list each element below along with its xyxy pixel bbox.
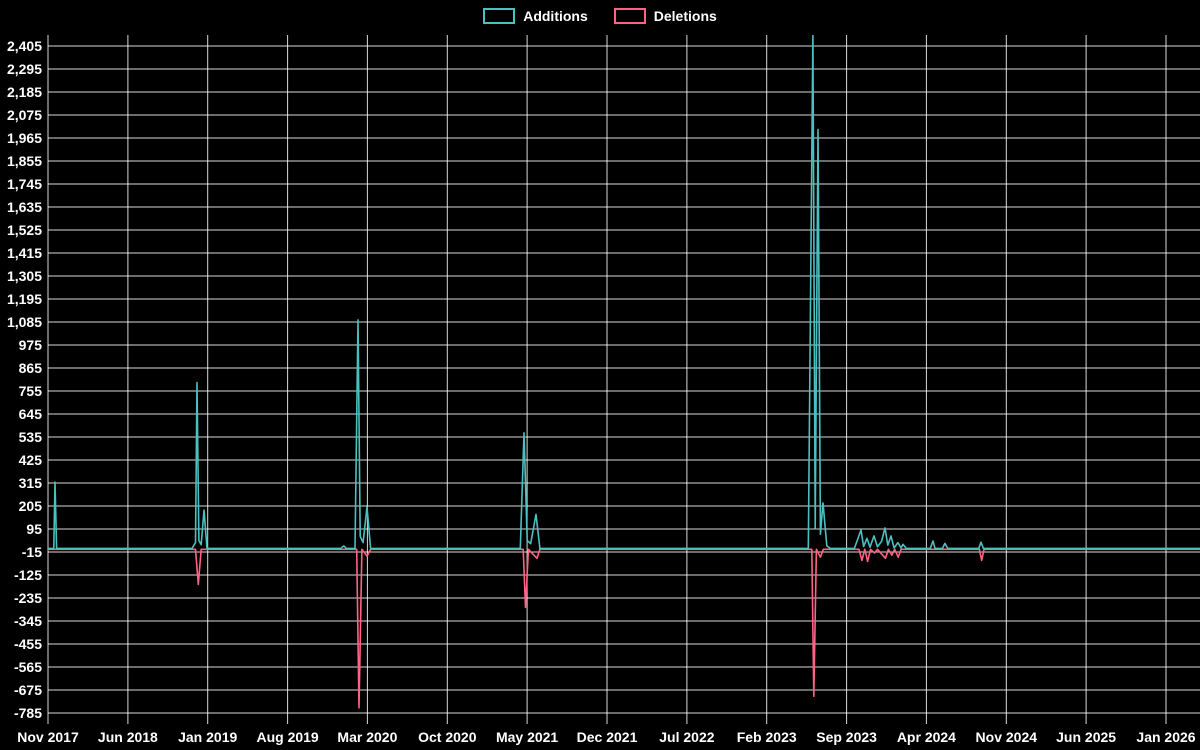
y-tick-label: 1,195 (7, 291, 42, 307)
y-tick-label: -15 (22, 544, 42, 560)
y-tick-label: -675 (14, 682, 42, 698)
y-tick-label: 1,855 (7, 153, 42, 169)
y-tick-label: -345 (14, 613, 42, 629)
y-tick-label: 2,185 (7, 84, 42, 100)
x-tick-label: Nov 2024 (976, 729, 1038, 745)
legend-label-deletions: Deletions (653, 8, 717, 24)
y-tick-label: -125 (14, 567, 42, 583)
additions-swatch-icon (483, 8, 516, 24)
y-tick-label: -785 (14, 705, 42, 721)
x-tick-label: Oct 2020 (418, 729, 477, 745)
y-tick-label: 1,085 (7, 314, 42, 330)
x-tick-label: Apr 2024 (897, 729, 956, 745)
legend-item-additions[interactable]: Additions (483, 8, 588, 24)
x-tick-label: Mar 2020 (337, 729, 397, 745)
x-tick-label: Jun 2025 (1056, 729, 1116, 745)
x-tick-label: Jan 2019 (178, 729, 237, 745)
y-tick-label: 2,405 (7, 38, 42, 54)
y-tick-label: 865 (19, 360, 43, 376)
x-tick-label: Jan 2026 (1136, 729, 1195, 745)
y-axis-labels: 2,405 2,295 2,185 2,075 1,965 1,855 1,745 1,635… (7, 38, 42, 721)
x-tick-label: Sep 2023 (816, 729, 877, 745)
y-tick-label: 1,965 (7, 130, 42, 146)
x-tick-label: Aug 2019 (256, 729, 318, 745)
y-tick-label: 755 (19, 383, 43, 399)
y-tick-label: 315 (19, 475, 43, 491)
y-tick-label: 975 (19, 337, 43, 353)
y-tick-label: 1,635 (7, 199, 42, 215)
y-tick-label: -235 (14, 590, 42, 606)
y-tick-label: -565 (14, 659, 42, 675)
y-tick-label: 2,295 (7, 61, 42, 77)
y-tick-label: 1,305 (7, 268, 42, 284)
y-tick-label: 1,745 (7, 176, 42, 192)
legend-item-deletions[interactable]: Deletions (613, 8, 717, 24)
x-tick-label: Jul 2022 (659, 729, 714, 745)
x-axis-labels: Nov 2017 Jun 2018 Jan 2019 Aug 2019 Mar 2020… (17, 729, 1196, 745)
y-tick-label: 425 (19, 452, 43, 468)
legend-label-additions: Additions (523, 8, 588, 24)
y-tick-label: 95 (26, 521, 42, 537)
y-tick-label: 1,525 (7, 222, 42, 238)
x-tick-label: Nov 2017 (17, 729, 79, 745)
y-tick-label: 205 (19, 498, 43, 514)
x-tick-label: Dec 2021 (577, 729, 638, 745)
y-tick-label: -455 (14, 636, 42, 652)
additions-line (48, 35, 1200, 550)
x-tick-label: Jun 2018 (98, 729, 158, 745)
y-tick-label: 2,075 (7, 107, 42, 123)
y-tick-label: 1,415 (7, 245, 42, 261)
y-tick-label: 535 (19, 429, 43, 445)
y-tick-label: 645 (19, 406, 43, 422)
x-tick-label: Feb 2023 (737, 729, 797, 745)
chart-legend: Additions Deletions (0, 8, 1200, 24)
deletions-swatch-icon (613, 8, 646, 24)
deletions-line (48, 548, 1200, 709)
x-tick-label: May 2021 (496, 729, 558, 745)
gridlines (47, 35, 1200, 724)
